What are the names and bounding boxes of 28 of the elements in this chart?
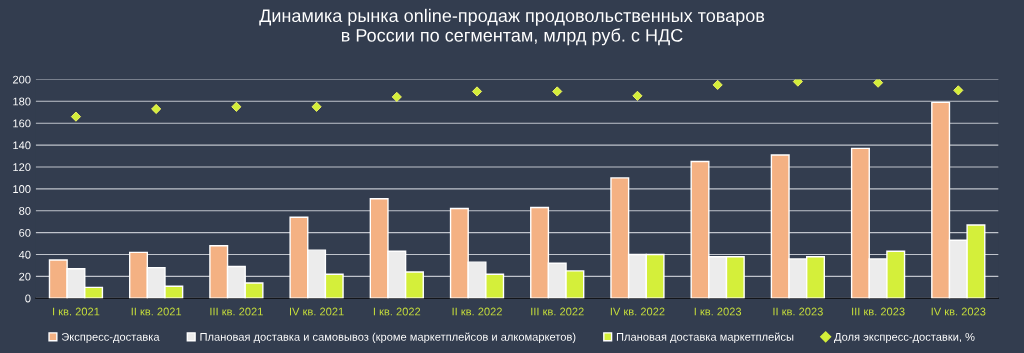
x-tick-label: I кв. 2023 [694,307,742,316]
x-tick-label: II кв. 2023 [773,307,823,316]
legend-label: Экспресс-доставка [61,332,160,343]
x-tick-label: III кв. 2022 [531,307,584,316]
y-tick-label: 120 [13,163,31,172]
x-tick-label: I кв. 2022 [373,307,421,316]
x-tick-label: IV кв. 2023 [931,307,986,316]
y-tick-label: 180 [13,97,31,106]
x-tick-label: II кв. 2021 [131,307,182,316]
y-tick-label: 200 [13,75,31,84]
x-tick-label: III кв. 2023 [852,307,905,316]
y-tick-label: 140 [13,141,31,150]
y-tick-label: 60 [19,228,31,237]
legend-label: Плановая доставка и самовывоз (кроме маркетплейсов и алкомаркетов) [200,332,576,343]
y-tick-label: 0 [25,294,31,303]
y-tick-label: 100 [13,185,31,193]
y-tick-label: 160 [13,119,31,128]
legend-label: Доля экспресс-доставки, % [834,332,975,343]
chart-title: Динамика рынка online-продаж продовольственных товаров в России по сегментам, млрд руб. с НДС [259,8,765,46]
x-tick-label: IV кв. 2021 [289,307,344,316]
y-tick-label: 80 [19,207,31,215]
x-tick-label: IV кв. 2022 [610,307,665,316]
y-tick-label: 20 [19,272,31,281]
legend-label: Плановая доставка маркетплейсы [616,332,794,343]
x-tick-label: II кв. 2022 [452,307,502,316]
y-tick-label: 40 [18,250,31,259]
x-tick-label: III кв. 2021 [210,307,263,316]
x-tick-label: I кв. 2021 [53,307,100,316]
